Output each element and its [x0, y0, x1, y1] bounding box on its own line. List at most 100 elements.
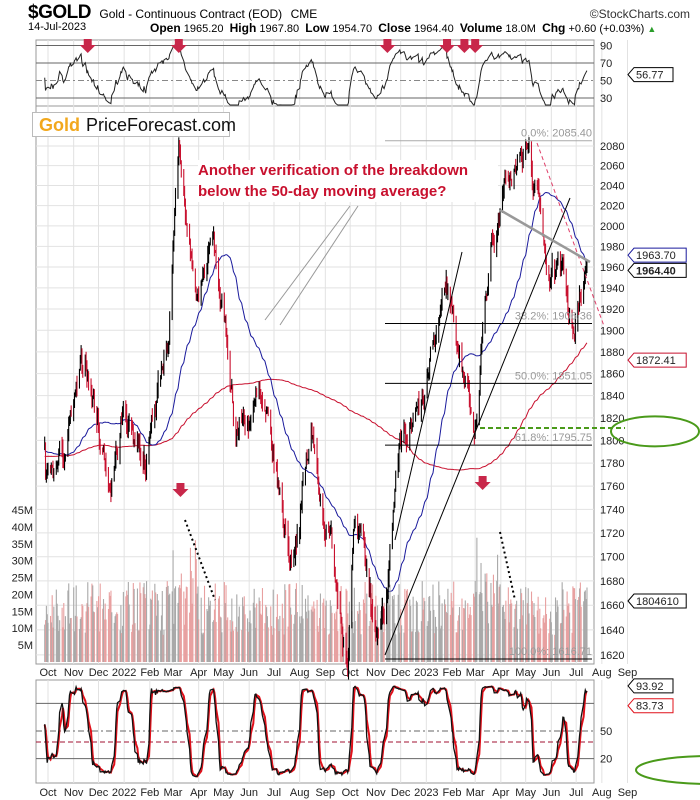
x-tick-label: Oct: [39, 787, 56, 799]
volume-bar: [115, 614, 117, 662]
volume-bar: [507, 587, 509, 662]
x-tick-label: Apr: [190, 787, 207, 799]
volume-bar: [435, 626, 437, 662]
volume-bar: [105, 619, 107, 662]
volume-bar: [476, 537, 478, 662]
volume-bar: [287, 626, 289, 662]
volume-bar: [122, 625, 124, 662]
volume-bar: [389, 584, 391, 662]
volume-bar: [103, 619, 105, 662]
rsi-tick-label: 90: [600, 41, 612, 53]
volume-bar: [190, 570, 192, 662]
volume-bar: [113, 622, 115, 662]
volume-bar: [53, 606, 55, 662]
volume-bar: [451, 601, 453, 662]
volume-bar: [75, 585, 77, 662]
volume-bar: [307, 595, 309, 662]
volume-bar: [353, 587, 355, 662]
logo: Gold PriceForecast.com: [32, 112, 236, 137]
volume-bar: [351, 611, 353, 662]
volume-bar: [319, 593, 321, 662]
volume-bar: [554, 597, 557, 662]
volume-bar: [410, 605, 412, 662]
volume-bar: [248, 622, 250, 662]
volume-bar: [348, 626, 350, 662]
volume-bar: [295, 583, 297, 662]
volume-bar: [457, 620, 459, 662]
volume-bar: [565, 616, 567, 662]
volume-bar: [305, 611, 307, 662]
x-tick-label: Aug: [592, 787, 612, 799]
volume-bar: [207, 611, 209, 662]
chg-value: +0.60 (+0.03%): [568, 23, 645, 35]
volume-bar: [418, 632, 420, 662]
volume-bar: [284, 584, 286, 662]
volume-bar: [568, 603, 570, 662]
price-tick-label: 1800: [600, 435, 624, 447]
volume-bar: [374, 630, 376, 662]
volume-bar: [487, 623, 490, 662]
x-tick-label: Dec: [89, 787, 109, 799]
sell-arrow-icon: [79, 39, 96, 53]
volume-bar: [339, 599, 341, 662]
volume-bar: [206, 609, 208, 662]
volume-bar: [337, 631, 339, 662]
volume-bar: [59, 620, 61, 662]
x-tick-label: May: [515, 667, 536, 679]
volume-bar: [174, 588, 176, 662]
volume-tick-label: 40M: [12, 522, 33, 534]
fibonacci-label: 38.2%: 1906.36: [515, 310, 592, 322]
volume-bar: [473, 593, 475, 662]
volume-bar: [469, 606, 471, 662]
volume-bar: [528, 613, 530, 662]
volume-bar: [324, 628, 326, 662]
fibonacci-label: 100.0%: 1616.71: [509, 646, 592, 658]
volume-bar: [445, 611, 447, 662]
close-last-value-box: [627, 262, 687, 278]
volume-bar: [323, 598, 325, 662]
rsi-tick-label: 70: [600, 58, 612, 70]
volume-bar: [119, 630, 121, 662]
volume-bar: [583, 591, 586, 662]
volume-bar: [359, 610, 361, 662]
volume-bar: [492, 606, 494, 662]
quote-date: 14-Jul-2023: [28, 21, 87, 33]
price-tick-label: 1860: [600, 369, 624, 381]
volume-bar: [388, 604, 390, 662]
volume-bar: [142, 587, 144, 662]
chg-label: Chg: [542, 21, 566, 35]
volume-bar: [362, 599, 365, 662]
volume-bar: [551, 634, 553, 662]
x-tick-label: Jun: [240, 787, 258, 799]
x-tick-label: Jun: [240, 667, 258, 679]
volume-bar: [299, 616, 301, 662]
volume-bar: [232, 621, 234, 662]
volume-bar: [126, 590, 128, 662]
volume-bar: [281, 603, 283, 662]
volume-bar: [271, 626, 273, 662]
volume-tick-label: 30M: [12, 556, 33, 568]
price-tick-label: 1660: [600, 600, 624, 612]
rsi-last-value: 56.77: [636, 70, 664, 82]
volume-bar: [416, 602, 418, 662]
volume-bar: [330, 605, 332, 662]
volume-bar: [434, 616, 437, 662]
volume-bar: [493, 593, 495, 662]
volume-bar: [365, 613, 367, 662]
volume-bar: [125, 596, 127, 662]
volume-bar: [482, 611, 484, 662]
volume-bar: [208, 597, 210, 662]
highlight-ellipse: [635, 755, 700, 785]
volume-bar: [264, 623, 266, 662]
volume-bar: [137, 630, 139, 662]
volume-bar: [114, 616, 116, 662]
x-tick-label: Feb: [140, 667, 159, 679]
volume-bar: [126, 594, 129, 662]
volume-trend-line: [499, 531, 516, 601]
trend-line: [384, 197, 571, 656]
volume-bar: [562, 589, 564, 662]
volume-bar: [415, 600, 417, 662]
x-tick-label: 2023: [414, 667, 438, 679]
volume-bar: [372, 584, 374, 662]
volume-bar: [521, 615, 523, 662]
